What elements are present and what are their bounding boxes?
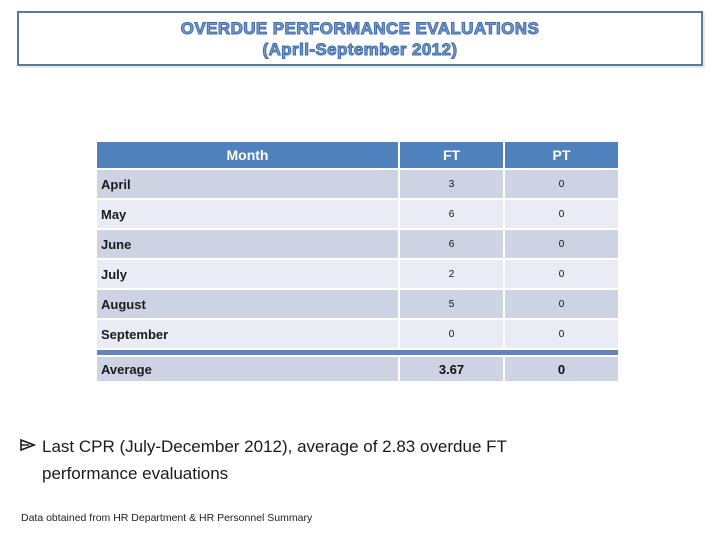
month-cell: September	[97, 320, 398, 348]
ft-value-cell: 2	[400, 260, 503, 288]
ft-value-cell: 6	[400, 230, 503, 258]
column-header-ft: FT	[400, 142, 503, 168]
evaluations-table: Month FT PT April 3 0 May 6 0 June 6 0 July 2 0 Augu…	[95, 140, 620, 383]
table-footer: Average 3.67 0	[97, 350, 618, 381]
average-ft-value: 3.67	[400, 357, 503, 381]
ft-value-cell: 6	[400, 200, 503, 228]
column-header-pt: PT	[505, 142, 618, 168]
month-cell: June	[97, 230, 398, 258]
average-row: Average 3.67 0	[97, 357, 618, 381]
pt-value-cell: 0	[505, 320, 618, 348]
ft-value-cell: 3	[400, 170, 503, 198]
ft-value-cell: 0	[400, 320, 503, 348]
month-cell: April	[97, 170, 398, 198]
ft-value-cell: 5	[400, 290, 503, 318]
table-row: July 2 0	[97, 260, 618, 288]
month-cell: July	[97, 260, 398, 288]
separator-row	[97, 350, 618, 355]
table-row: May 6 0	[97, 200, 618, 228]
slide-title-box: OVERDUE PERFORMANCE EVALUATIONS (April-S…	[17, 11, 703, 66]
slide-title-line2: (April-September 2012)	[262, 39, 458, 59]
table-body: April 3 0 May 6 0 June 6 0 July 2 0 August 5 0 Septembe…	[97, 170, 618, 348]
table-row: September 0 0	[97, 320, 618, 348]
table-row: June 6 0	[97, 230, 618, 258]
table-header: Month FT PT	[97, 142, 618, 168]
average-label: Average	[97, 357, 398, 381]
pt-value-cell: 0	[505, 200, 618, 228]
pt-value-cell: 0	[505, 230, 618, 258]
separator-bar	[97, 350, 618, 355]
month-cell: May	[97, 200, 398, 228]
pt-value-cell: 0	[505, 290, 618, 318]
arrow-bullet-icon	[20, 433, 42, 457]
column-header-month: Month	[97, 142, 398, 168]
average-pt-value: 0	[505, 357, 618, 381]
bullet-text: Last CPR (July-December 2012), average o…	[42, 437, 507, 483]
slide-title-line1: OVERDUE PERFORMANCE EVALUATIONS	[180, 18, 540, 38]
table-row: April 3 0	[97, 170, 618, 198]
month-cell: August	[97, 290, 398, 318]
footer-note: Data obtained from HR Department & HR Pe…	[21, 512, 313, 524]
table-row: August 5 0	[97, 290, 618, 318]
pt-value-cell: 0	[505, 170, 618, 198]
table-header-row: Month FT PT	[97, 142, 618, 168]
pt-value-cell: 0	[505, 260, 618, 288]
bullet-item: Last CPR (July-December 2012), average o…	[20, 433, 602, 487]
